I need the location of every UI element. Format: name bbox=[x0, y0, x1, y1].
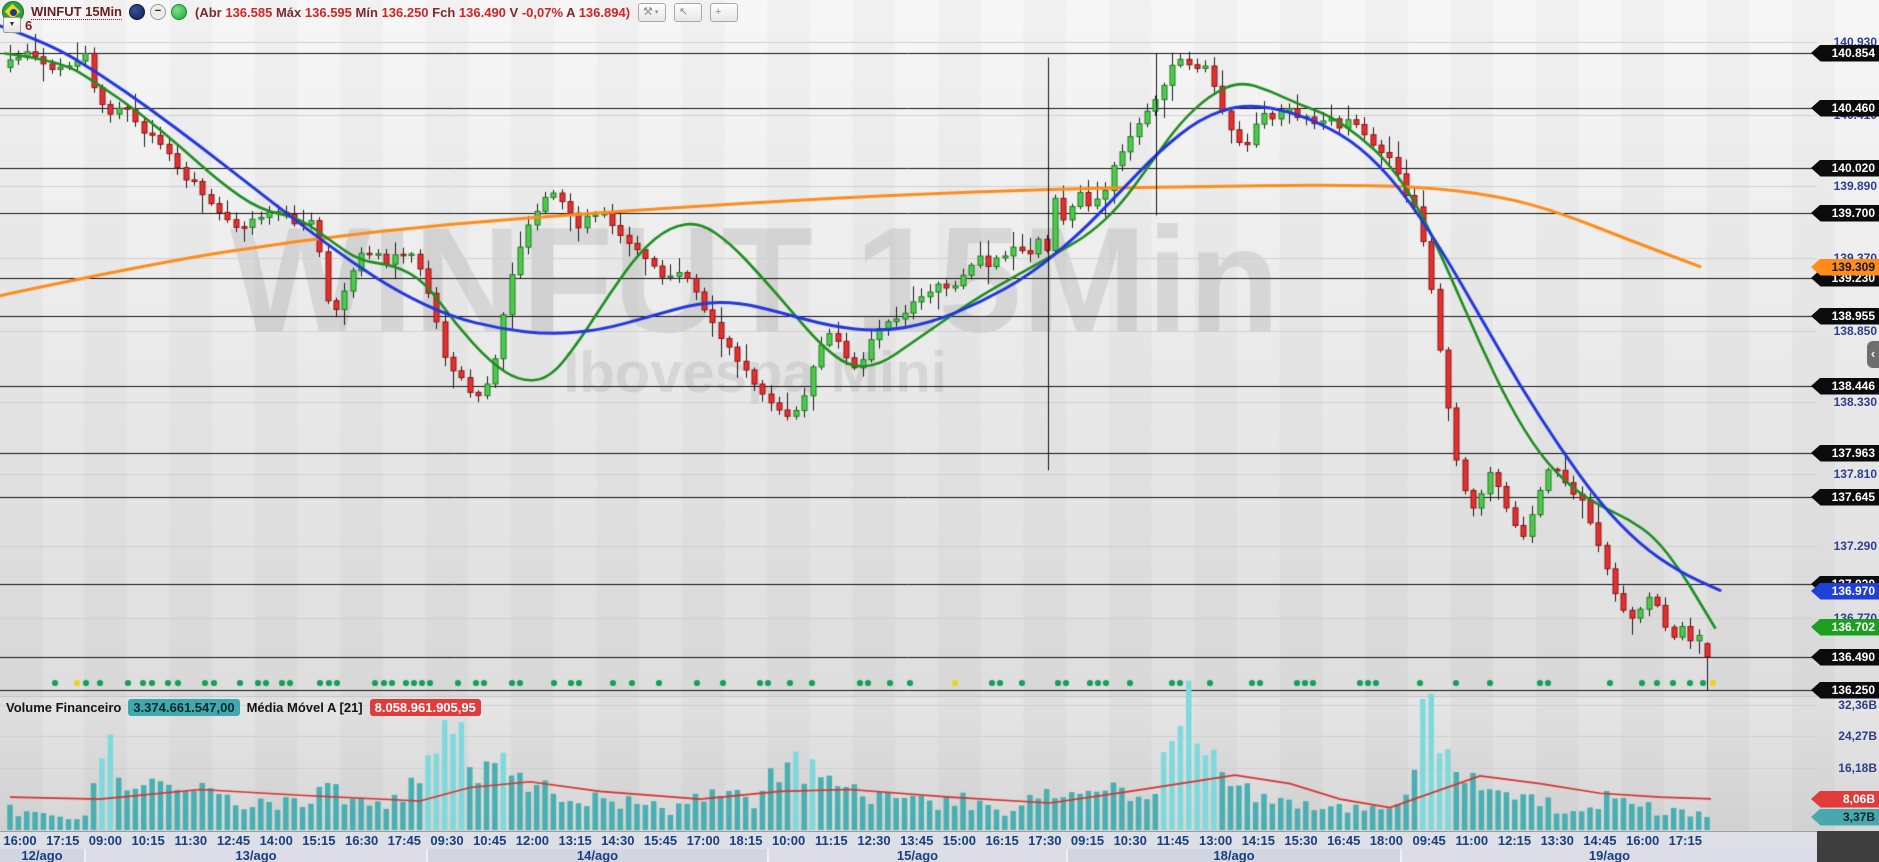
quick-count-label: 6 bbox=[25, 17, 33, 33]
time-tick-label: 15:45 bbox=[643, 833, 678, 848]
time-tick-label: 12:45 bbox=[216, 833, 251, 848]
time-tick-label: 13:30 bbox=[1540, 833, 1574, 848]
chevron-left-icon: ‹ bbox=[1870, 346, 1876, 361]
volume-pane-header: Volume Financeiro 3.374.661.547,00 Média… bbox=[6, 699, 481, 716]
time-tick-label: 17:00 bbox=[686, 833, 720, 848]
time-tick-label: 14:00 bbox=[259, 833, 293, 848]
time-tick-label: 17:30 bbox=[1028, 833, 1062, 848]
add-button[interactable]: + bbox=[710, 2, 739, 22]
time-tick-label: 17:15 bbox=[46, 833, 80, 848]
volume-label: Volume Financeiro bbox=[6, 700, 122, 715]
time-tick-label: 11:00 bbox=[1455, 833, 1489, 848]
time-tick-label: 17:45 bbox=[387, 833, 421, 848]
close-value: 136.490 bbox=[458, 4, 506, 20]
time-tick-label: 14:30 bbox=[601, 833, 635, 848]
add-icon: + bbox=[715, 5, 722, 18]
time-tick-label: 13:00 bbox=[1198, 833, 1233, 848]
time-tick-label: 10:15 bbox=[131, 833, 165, 848]
time-tick-label: 12:15 bbox=[1497, 833, 1532, 848]
time-tick-label: 09:30 bbox=[430, 833, 464, 848]
chevron-down-icon: ▾ bbox=[654, 8, 659, 16]
tools-icon: ⚒ bbox=[643, 5, 653, 18]
time-tick-label: 13:45 bbox=[900, 833, 934, 848]
status-green-icon bbox=[171, 4, 187, 20]
volume-ma-value-badge: 8.058.961.905,95 bbox=[369, 699, 481, 716]
close-label: Fch bbox=[432, 4, 456, 20]
time-tick-label: 16:45 bbox=[1327, 833, 1361, 848]
time-tick-label: 11:30 bbox=[174, 833, 208, 848]
time-tick-label: 16:00 bbox=[3, 833, 37, 848]
low-value: 136.250 bbox=[381, 4, 429, 20]
pointer-icon: ↖ bbox=[679, 5, 689, 18]
date-band: 19/ago bbox=[1400, 849, 1817, 862]
date-band: 12/ago bbox=[0, 849, 84, 862]
time-tick-label: 16:30 bbox=[344, 833, 379, 848]
time-tick-label: 12:00 bbox=[515, 833, 550, 848]
low-label: Mín bbox=[355, 4, 378, 20]
pointer-button[interactable]: ↖ bbox=[674, 2, 703, 22]
time-tick-label: 11:15 bbox=[815, 833, 848, 848]
date-band: 18/ago bbox=[1066, 849, 1400, 862]
time-tick-label: 10:00 bbox=[771, 833, 806, 848]
adjust-value: 136.894) bbox=[578, 4, 631, 20]
time-tick-label: 09:45 bbox=[1412, 833, 1446, 848]
time-tick-label: 18:15 bbox=[729, 833, 763, 848]
tools-button[interactable]: ⚒ ▾ bbox=[638, 2, 667, 22]
time-tick-label: 10:30 bbox=[1113, 833, 1147, 848]
var-value: -0,07% bbox=[521, 4, 564, 20]
symbol-title[interactable]: WINFUT 15Min bbox=[31, 4, 122, 20]
time-tick-label: 15:00 bbox=[942, 833, 977, 848]
time-tick-label: 18:00 bbox=[1369, 833, 1404, 848]
adjust-label: A bbox=[566, 4, 576, 20]
var-label: V bbox=[509, 4, 519, 20]
time-tick-label: 10:45 bbox=[473, 833, 507, 848]
time-tick-label: 14:15 bbox=[1241, 833, 1275, 848]
time-tick-label: 12:30 bbox=[857, 833, 891, 848]
time-tick-label: 09:15 bbox=[1070, 833, 1105, 848]
date-band: 14/ago bbox=[426, 849, 767, 862]
chevron-down-icon: ▼ bbox=[8, 21, 16, 28]
ohlc-readout: (Abr 136.585 Máx 136.595 Mín 136.250 Fch… bbox=[195, 5, 630, 20]
dropdown-button[interactable]: ▼ bbox=[3, 17, 21, 33]
collapse-panel-handle[interactable]: ‹ bbox=[1867, 341, 1879, 368]
time-tick-label: 17:15 bbox=[1668, 833, 1702, 848]
date-band: 13/ago bbox=[84, 849, 426, 862]
high-value: 136.595 bbox=[304, 4, 352, 20]
volume-value-badge: 3.374.661.547,00 bbox=[128, 699, 240, 716]
time-axis[interactable]: 12/ago 13/ago 14/ago 15/ago 18/ago 19/ago 16:0… bbox=[0, 831, 1817, 862]
high-label: Máx bbox=[275, 4, 302, 20]
time-tick-label: 14:45 bbox=[1583, 833, 1617, 848]
time-tick-label: 16:00 bbox=[1625, 833, 1660, 848]
quick-toolbar: ▼ 6 bbox=[3, 17, 32, 33]
time-tick-label: 11:45 bbox=[1156, 833, 1190, 848]
time-tick-label: 15:15 bbox=[302, 833, 336, 848]
bottom-right-corner bbox=[1817, 831, 1879, 862]
minimize-indicator-icon[interactable]: − bbox=[150, 4, 166, 20]
exchange-icon[interactable] bbox=[129, 4, 145, 20]
open-label: (Abr bbox=[195, 4, 222, 20]
date-band: 15/ago bbox=[767, 849, 1066, 862]
time-tick-label: 15:30 bbox=[1284, 833, 1318, 848]
time-tick-label: 13:15 bbox=[558, 833, 592, 848]
open-value: 136.585 bbox=[225, 4, 273, 20]
volume-ma-label: Média Móvel A [21] bbox=[246, 700, 363, 715]
time-tick-label: 16:15 bbox=[985, 833, 1019, 848]
chart-header: WINFUT 15Min − (Abr 136.585 Máx 136.595 … bbox=[2, 1, 739, 23]
time-tick-label: 09:00 bbox=[88, 833, 123, 848]
